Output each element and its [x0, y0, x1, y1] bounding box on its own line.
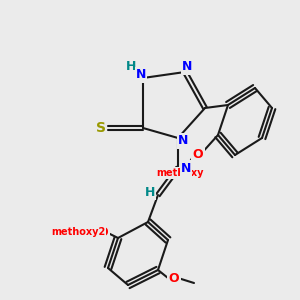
- Text: O: O: [169, 272, 179, 284]
- Text: S: S: [96, 121, 106, 135]
- Text: O: O: [193, 148, 203, 161]
- Text: H: H: [126, 59, 136, 73]
- Text: H: H: [145, 185, 155, 199]
- Text: O: O: [98, 226, 108, 239]
- Text: N: N: [178, 134, 188, 148]
- Text: N: N: [182, 61, 192, 74]
- Text: N: N: [136, 68, 146, 82]
- Text: methoxy: methoxy: [156, 168, 204, 178]
- Text: methoxy2: methoxy2: [51, 227, 105, 237]
- Text: N: N: [181, 161, 191, 175]
